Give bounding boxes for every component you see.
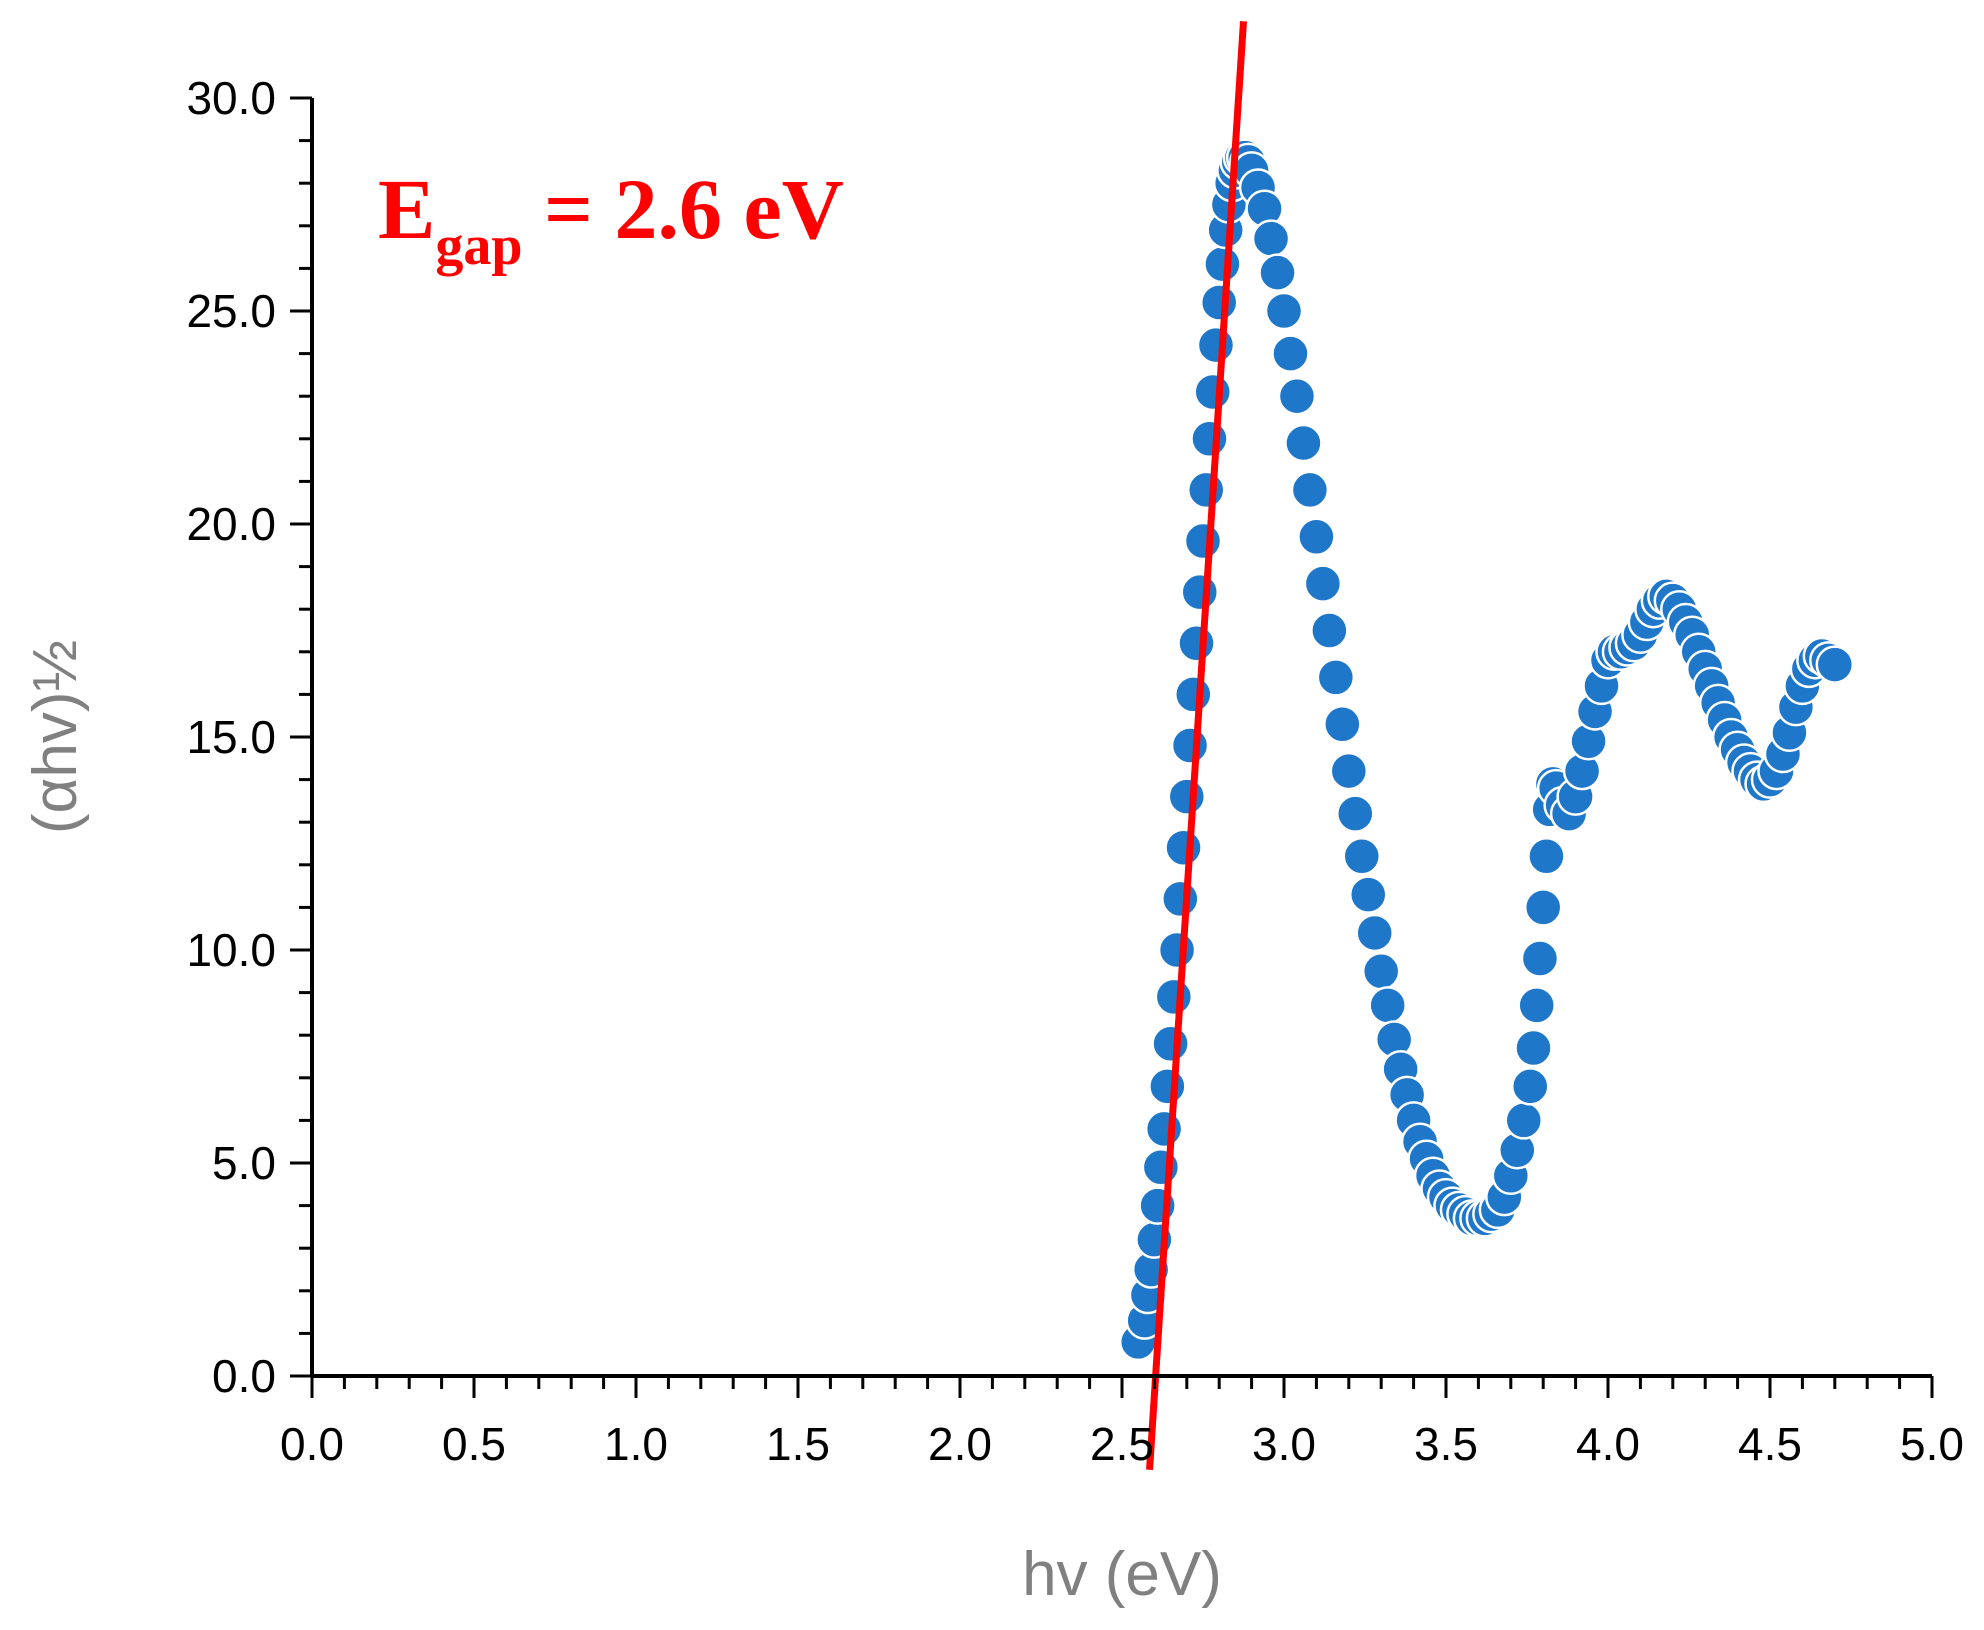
data-point xyxy=(1164,828,1203,868)
data-point xyxy=(1170,726,1210,765)
data-point xyxy=(1527,837,1566,876)
data-point xyxy=(1264,291,1304,331)
x-tick-label: 2.5 xyxy=(1090,1418,1154,1470)
data-point xyxy=(1355,913,1394,953)
data-point xyxy=(1271,334,1310,373)
data-point xyxy=(1199,283,1239,322)
data-point xyxy=(1290,470,1330,510)
y-tick-label: 0.0 xyxy=(212,1350,276,1402)
x-tick-label: 0.0 xyxy=(280,1418,344,1470)
y-tick-label: 10.0 xyxy=(186,924,276,976)
x-tick-label: 4.5 xyxy=(1738,1418,1802,1470)
data-point xyxy=(1180,572,1220,612)
y-axis-ticks: 0.0 5.0 10.0 15.0 20.0 25.0 30.0 xyxy=(186,72,312,1402)
band-gap-annotation: Egap = 2.6 eV xyxy=(378,161,844,277)
data-point xyxy=(1342,837,1382,876)
data-point xyxy=(1303,564,1343,603)
x-axis-ticks: 0.0 0.5 1.0 1.5 2.0 2.5 3.0 3.5 4.0 4.5 5.0 xyxy=(280,1376,1964,1470)
data-point xyxy=(1504,1101,1544,1140)
fit-line xyxy=(1146,21,1247,1470)
data-point xyxy=(1284,423,1323,463)
fit-line-group xyxy=(1146,21,1247,1470)
data-point xyxy=(1177,624,1216,663)
x-axis-title: hv (eV) xyxy=(1022,1540,1222,1609)
data-point xyxy=(1514,1028,1553,1068)
x-tick-label: 2.0 xyxy=(928,1418,992,1470)
data-point xyxy=(1183,521,1223,561)
data-point xyxy=(1186,470,1226,510)
annotation-subscript: gap xyxy=(435,215,522,277)
data-point xyxy=(1297,517,1336,557)
x-tick-label: 1.5 xyxy=(766,1418,830,1470)
y-tick-label: 15.0 xyxy=(186,711,276,763)
data-point xyxy=(1336,794,1375,833)
data-point xyxy=(1523,888,1563,927)
data-point xyxy=(1510,1067,1550,1106)
y-tick-label: 25.0 xyxy=(186,285,276,337)
data-point xyxy=(1190,419,1229,459)
data-point xyxy=(1368,986,1407,1025)
data-point xyxy=(1144,1109,1184,1149)
data-point xyxy=(1157,930,1197,970)
x-tick-label: 3.5 xyxy=(1414,1418,1478,1470)
data-point xyxy=(1251,219,1291,258)
data-point xyxy=(1348,875,1388,914)
data-point xyxy=(1517,986,1556,1025)
data-point xyxy=(1316,658,1356,697)
data-points xyxy=(1118,138,1855,1362)
data-point xyxy=(1154,977,1194,1017)
data-point xyxy=(1277,376,1317,416)
annotation-main-text: E xyxy=(378,161,435,257)
data-point xyxy=(1203,244,1242,284)
data-point xyxy=(1167,777,1207,816)
data-point xyxy=(1310,611,1349,650)
x-tick-label: 1.0 xyxy=(604,1418,668,1470)
y-tick-label: 20.0 xyxy=(186,498,276,550)
data-point xyxy=(1174,675,1213,714)
data-point xyxy=(1193,372,1232,412)
y-axis-title: (αhv)½ xyxy=(21,640,90,834)
data-point xyxy=(1258,253,1297,292)
data-point xyxy=(1329,751,1369,791)
data-point xyxy=(1361,952,1401,991)
axes: 0.0 0.5 1.0 1.5 2.0 2.5 3.0 3.5 4.0 4.5 5.0 0.0 5.0… xyxy=(186,72,1964,1470)
y-tick-label: 30.0 xyxy=(186,72,276,124)
x-tick-label: 3.0 xyxy=(1252,1418,1316,1470)
annotation-value-text: = 2.6 eV xyxy=(523,161,844,257)
data-point xyxy=(1815,645,1855,684)
x-tick-label: 4.0 xyxy=(1576,1418,1640,1470)
x-tick-label: 0.5 xyxy=(442,1418,506,1470)
data-point xyxy=(1520,939,1560,978)
data-point xyxy=(1196,325,1236,365)
y-tick-label: 5.0 xyxy=(212,1137,276,1189)
data-point xyxy=(1323,704,1362,744)
data-point xyxy=(1148,1067,1187,1106)
data-point xyxy=(1151,1024,1190,1063)
data-point xyxy=(1161,879,1200,919)
x-tick-label: 5.0 xyxy=(1900,1418,1964,1470)
